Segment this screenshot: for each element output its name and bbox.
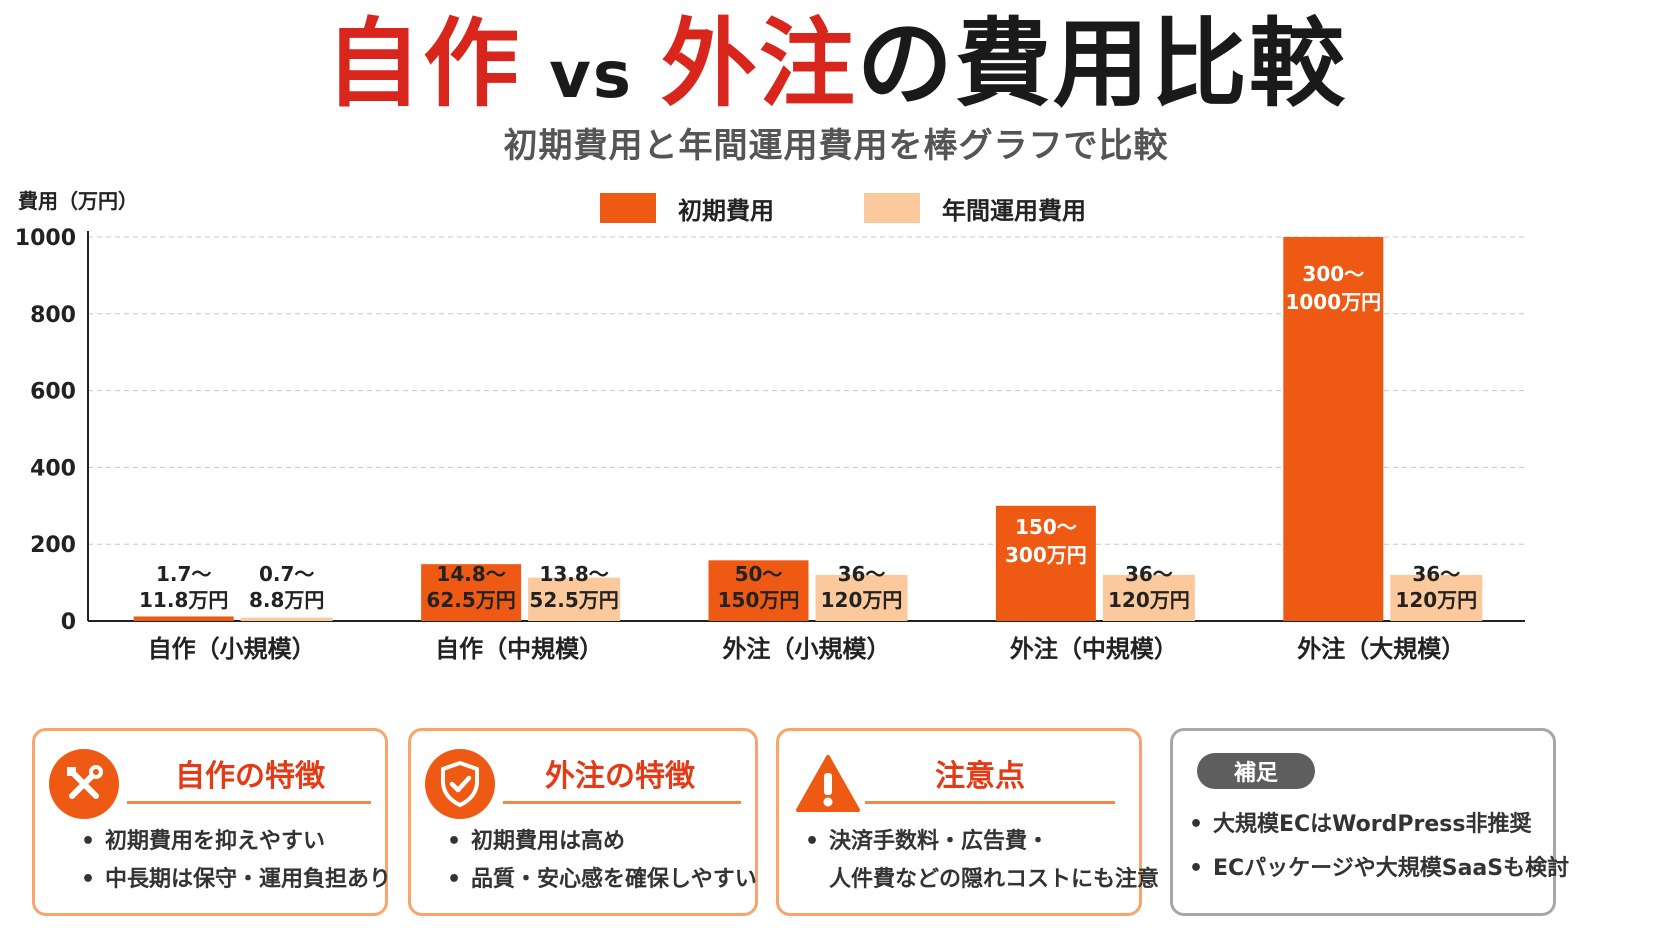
- title-part2: 外注: [660, 8, 857, 120]
- data-label: 1000万円: [1285, 290, 1381, 314]
- bar-annual: [240, 617, 333, 621]
- card-title-caution: 注意点: [935, 759, 1025, 794]
- data-label: 0.7〜: [259, 562, 314, 586]
- warning-icon: [793, 749, 863, 819]
- card-list-diy: 初期費用を抑えやすい 中長期は保守・運用負担あり: [81, 823, 391, 899]
- y-tick-label: 800: [30, 303, 76, 328]
- legend-label-annual: 年間運用費用: [942, 196, 1086, 225]
- page-title: 自作 vs 外注の費用比較: [0, 8, 1672, 132]
- data-label: 150万円: [718, 588, 800, 612]
- bar-initial: [133, 616, 234, 621]
- title-part3: の費用比較: [856, 8, 1347, 120]
- data-label: 150〜: [1015, 515, 1077, 539]
- x-tick-label: 外注（中規模）: [1010, 635, 1178, 663]
- tools-icon: [49, 749, 119, 819]
- card-divider: [865, 801, 1115, 804]
- legend-item-annual: 年間運用費用: [864, 191, 1086, 226]
- list-item: 決済手数料・広告費・: [805, 823, 1131, 861]
- data-label: 1.7〜: [156, 562, 211, 586]
- list-item-continued: 人件費などの隠れコストにも注意: [829, 867, 1160, 892]
- bar-initial: [708, 560, 809, 621]
- data-label: 36〜: [1125, 562, 1173, 586]
- card-list-caution: 決済手数料・広告費・ 人件費などの隠れコストにも注意: [805, 823, 1160, 899]
- x-tick-label: 自作（小規模）: [148, 635, 316, 663]
- bar-annual: [815, 574, 908, 621]
- bar-initial: [995, 505, 1096, 621]
- card-title-outsource: 外注の特徴: [545, 759, 695, 794]
- list-item: 中長期は保守・運用負担あり: [81, 861, 391, 899]
- note-badge: 補足: [1197, 753, 1315, 789]
- list-item: 初期費用は高め: [447, 823, 747, 861]
- data-label: 120万円: [821, 588, 903, 612]
- legend-label-initial: 初期費用: [678, 196, 774, 225]
- list-item: ECパッケージや大規模SaaSも検討: [1189, 847, 1569, 891]
- data-label: 36〜: [838, 562, 886, 586]
- y-tick-label: 400: [30, 456, 76, 481]
- list-item: 初期費用を抑えやすい: [81, 823, 377, 861]
- chart-legend: 初期費用 年間運用費用: [600, 190, 1176, 226]
- title-vs: vs: [549, 39, 633, 113]
- data-label: 52.5万円: [529, 588, 618, 612]
- x-tick-label: 外注（大規模）: [1297, 635, 1465, 663]
- data-label: 120万円: [1395, 588, 1477, 612]
- card-outsource-features: 外注の特徴 初期費用は高め 品質・安心感を確保しやすい: [408, 728, 758, 916]
- data-label: 300〜: [1302, 262, 1364, 286]
- legend-item-initial: 初期費用: [600, 191, 774, 226]
- data-label: 50〜: [735, 562, 783, 586]
- bar-annual: [528, 577, 621, 621]
- x-tick-label: 自作（中規模）: [435, 635, 603, 663]
- y-tick-label: 1000: [15, 226, 76, 251]
- data-label: 62.5万円: [426, 588, 515, 612]
- card-title-diy: 自作の特徴: [175, 759, 325, 794]
- page-subtitle: 初期費用と年間運用費用を棒グラフで比較: [503, 126, 1169, 166]
- bar-annual: [1102, 574, 1195, 621]
- legend-swatch-annual: [864, 193, 920, 223]
- y-tick-label: 600: [30, 380, 76, 405]
- y-axis-label: 費用（万円）: [18, 190, 138, 213]
- card-caution: 注意点 決済手数料・広告費・ 人件費などの隠れコストにも注意: [776, 728, 1160, 916]
- card-note: 補足 大規模ECはWordPress非推奨 ECパッケージや大規模SaaSも検討: [1170, 728, 1569, 916]
- x-tick-label: 外注（小規模）: [723, 635, 891, 663]
- y-tick-label: 0: [61, 610, 76, 635]
- y-tick-label: 200: [30, 533, 76, 558]
- card-list-outsource: 初期費用は高め 品質・安心感を確保しやすい: [447, 823, 757, 899]
- data-label: 11.8万円: [139, 588, 228, 612]
- card-divider: [503, 801, 741, 804]
- title-part1: 自作: [325, 8, 522, 120]
- card-list-note: 大規模ECはWordPress非推奨 ECパッケージや大規模SaaSも検討: [1189, 803, 1569, 891]
- data-label: 300万円: [1005, 543, 1087, 567]
- list-item: 大規模ECはWordPress非推奨: [1189, 803, 1545, 847]
- shield-check-icon: [425, 749, 495, 819]
- card-divider: [127, 801, 371, 804]
- bar-chart: 費用（万円） 0 200 400 600 800 1000 自作（小規模） 1.7〜11.8万円…: [15, 190, 1525, 663]
- bar-initial: [1283, 237, 1384, 621]
- data-label: 120万円: [1108, 588, 1190, 612]
- data-label: 8.8万円: [249, 588, 324, 612]
- data-label: 14.8〜: [436, 562, 505, 586]
- legend-swatch-initial: [600, 193, 656, 223]
- bar-annual: [1390, 574, 1483, 621]
- data-label: 36〜: [1412, 562, 1460, 586]
- list-item: 品質・安心感を確保しやすい: [447, 861, 757, 899]
- bar-initial: [421, 564, 522, 621]
- data-label: 13.8〜: [539, 562, 608, 586]
- card-diy-features: 自作の特徴 初期費用を抑えやすい 中長期は保守・運用負担あり: [32, 728, 391, 916]
